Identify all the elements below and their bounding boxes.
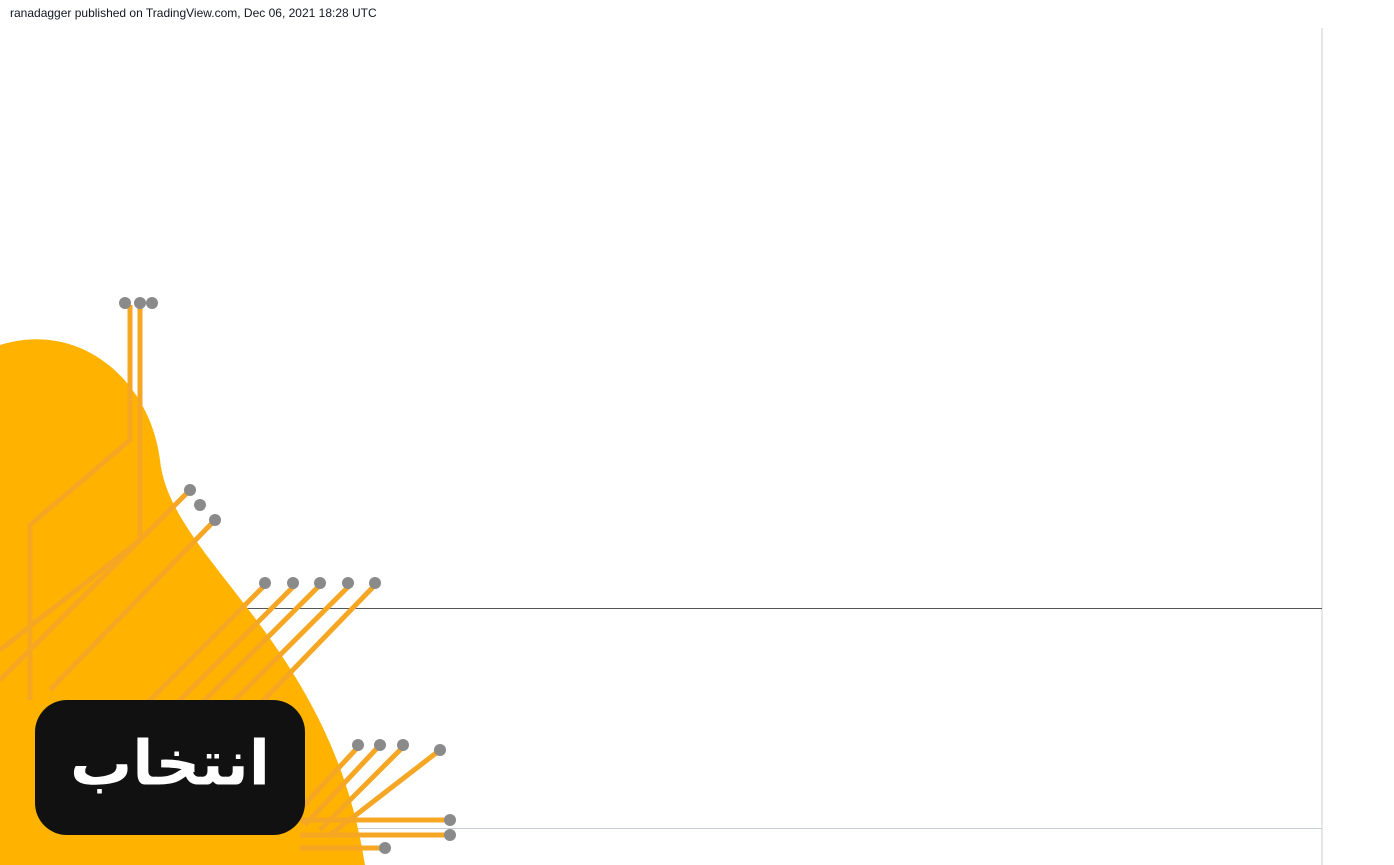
publisher: ranadagger published on TradingView.com,…	[10, 6, 377, 20]
header: ranadagger published on TradingView.com,…	[0, 0, 1394, 28]
watermark: انتخاب	[0, 297, 456, 865]
circuit-lines	[0, 305, 450, 851]
watermark-text: انتخاب	[70, 729, 270, 798]
watermark-box	[35, 700, 305, 835]
circuit-dots	[119, 297, 456, 854]
header-bg	[0, 0, 1394, 28]
